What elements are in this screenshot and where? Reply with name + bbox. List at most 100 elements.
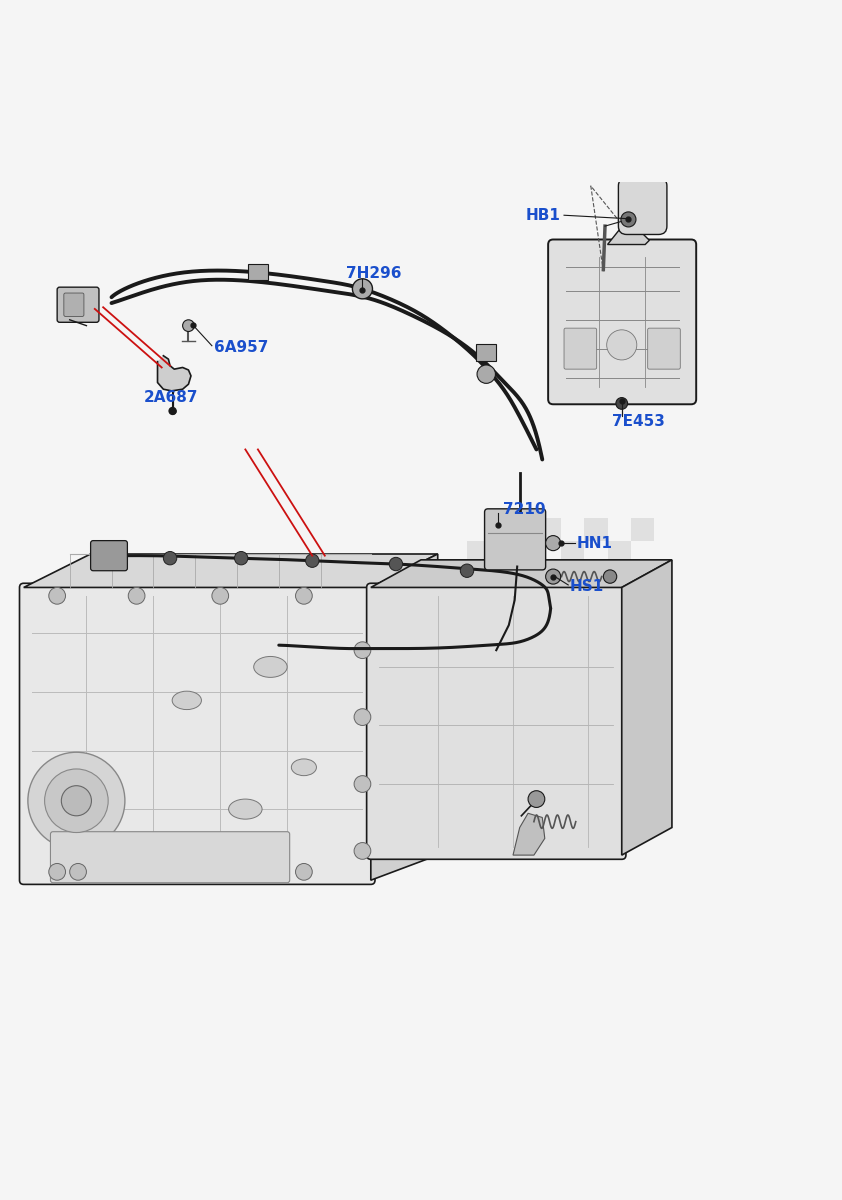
Circle shape — [296, 588, 312, 604]
FancyBboxPatch shape — [548, 240, 696, 404]
Bar — [467, 635, 490, 659]
Bar — [561, 541, 584, 565]
Text: HN1: HN1 — [577, 535, 613, 551]
Polygon shape — [608, 223, 649, 245]
Bar — [467, 518, 490, 541]
Bar — [537, 612, 561, 635]
Bar — [490, 588, 514, 612]
Circle shape — [61, 786, 92, 816]
FancyBboxPatch shape — [647, 328, 680, 370]
Circle shape — [28, 752, 125, 850]
FancyBboxPatch shape — [618, 178, 667, 234]
FancyBboxPatch shape — [51, 832, 290, 883]
Polygon shape — [513, 814, 545, 856]
Bar — [584, 588, 608, 612]
Circle shape — [49, 588, 66, 604]
Ellipse shape — [291, 758, 317, 775]
Polygon shape — [370, 554, 438, 881]
Bar — [584, 518, 608, 541]
Bar — [561, 588, 584, 612]
Text: scuderia: scuderia — [70, 554, 456, 632]
Bar — [467, 541, 490, 565]
Bar — [608, 565, 631, 588]
Circle shape — [212, 588, 229, 604]
Polygon shape — [621, 560, 672, 856]
Circle shape — [128, 588, 145, 604]
Bar — [537, 518, 561, 541]
Bar — [477, 344, 496, 361]
Polygon shape — [370, 560, 672, 588]
Circle shape — [296, 864, 312, 881]
Circle shape — [546, 535, 561, 551]
Bar — [537, 565, 561, 588]
Bar — [631, 565, 654, 588]
Bar — [631, 612, 654, 635]
Bar — [608, 612, 631, 635]
Bar — [561, 565, 584, 588]
FancyBboxPatch shape — [64, 293, 84, 317]
Circle shape — [354, 642, 370, 659]
Circle shape — [70, 864, 87, 881]
FancyBboxPatch shape — [19, 583, 375, 884]
Bar — [490, 635, 514, 659]
Bar — [490, 541, 514, 565]
Text: 2A687: 2A687 — [143, 390, 198, 406]
Circle shape — [183, 319, 195, 331]
Circle shape — [163, 552, 177, 565]
Bar — [584, 541, 608, 565]
FancyBboxPatch shape — [564, 328, 597, 370]
Circle shape — [354, 709, 370, 726]
Text: c a r  p a r t s: c a r p a r t s — [53, 628, 239, 656]
Bar — [608, 588, 631, 612]
Bar — [631, 541, 654, 565]
Bar — [514, 635, 537, 659]
Polygon shape — [24, 554, 438, 588]
FancyBboxPatch shape — [91, 541, 127, 571]
Circle shape — [607, 330, 637, 360]
Text: 7210: 7210 — [503, 502, 546, 517]
Bar — [608, 541, 631, 565]
Circle shape — [168, 407, 177, 415]
Ellipse shape — [229, 799, 262, 820]
Ellipse shape — [253, 656, 287, 677]
Circle shape — [45, 769, 108, 833]
FancyBboxPatch shape — [57, 287, 99, 323]
Text: 7E453: 7E453 — [611, 414, 664, 428]
Bar — [631, 518, 654, 541]
Bar — [537, 541, 561, 565]
Circle shape — [354, 775, 370, 792]
Bar — [537, 635, 561, 659]
FancyBboxPatch shape — [484, 509, 546, 570]
Bar — [608, 518, 631, 541]
Bar — [631, 588, 654, 612]
Circle shape — [353, 278, 372, 299]
Polygon shape — [157, 355, 191, 391]
Bar — [608, 635, 631, 659]
Text: HB1: HB1 — [525, 208, 561, 223]
Bar — [514, 588, 537, 612]
Bar — [631, 635, 654, 659]
Bar — [248, 264, 268, 281]
Bar — [584, 565, 608, 588]
Bar — [467, 612, 490, 635]
Bar — [514, 518, 537, 541]
FancyBboxPatch shape — [366, 583, 626, 859]
Text: HS1: HS1 — [570, 580, 605, 594]
Bar — [537, 588, 561, 612]
Circle shape — [546, 569, 561, 584]
Circle shape — [621, 212, 636, 227]
Bar — [467, 588, 490, 612]
Circle shape — [49, 864, 66, 881]
Bar — [467, 565, 490, 588]
Bar — [561, 518, 584, 541]
Bar — [561, 635, 584, 659]
Bar — [514, 565, 537, 588]
Circle shape — [528, 791, 545, 808]
Circle shape — [389, 557, 402, 571]
Bar — [584, 635, 608, 659]
Bar — [490, 565, 514, 588]
Circle shape — [306, 554, 319, 568]
Ellipse shape — [172, 691, 201, 709]
Bar — [490, 612, 514, 635]
Text: 6A957: 6A957 — [214, 340, 268, 355]
